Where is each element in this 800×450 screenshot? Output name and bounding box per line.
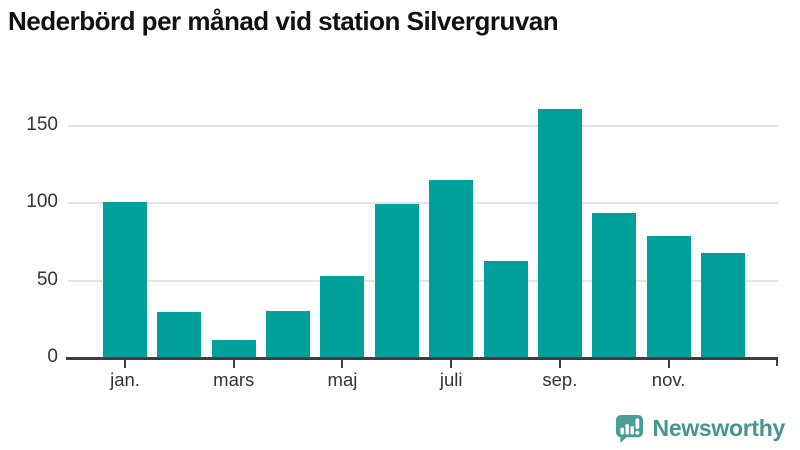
gridline-150 [68,124,778,127]
y-tick-label-50: 50 [36,268,58,290]
x-tick-label-juli: juli [439,369,463,390]
bar-juli [429,180,474,357]
x-tick-label-mars: mars [213,369,255,390]
gridline-100 [68,202,778,204]
brand-name: Newsworthy [652,415,786,441]
newsworthy-chart-bubble-icon [615,414,643,444]
bar-aug. [483,260,528,357]
bar-juni [374,203,419,357]
bar-okt. [592,212,637,357]
chart-title: Nederbörd per månad vid station Silvergr… [8,6,559,36]
x-tick-nov. [667,360,670,368]
x-tick-sep. [558,360,561,368]
x-tick-juli [450,360,453,368]
gridline-50 [68,279,778,282]
x-tick-mars [232,360,235,368]
x-tick-label-maj: maj [327,369,358,390]
bar-feb. [157,312,202,357]
bar-maj [320,276,365,357]
newsworthy-logo-link[interactable]: Newsworthy [614,413,785,444]
bar-nov. [646,236,691,357]
bar-sep. [537,109,582,357]
x-tick-jan. [124,360,126,368]
bar-jan. [103,202,147,357]
y-tick-label-100: 100 [26,191,58,212]
x-tick-maj [341,360,344,368]
y-tick-label-0: 0 [47,346,58,367]
x-tick-label-nov.: nov. [651,369,686,390]
x-tick-label-sep.: sep. [542,369,578,390]
x-tick-label-jan.: jan. [110,369,140,390]
bar-mars [211,339,256,357]
x-axis-end-tick [775,357,778,366]
bar-dec. [700,253,745,357]
y-tick-label-150: 150 [26,113,58,135]
x-axis-line [66,357,778,360]
bar-apr. [266,310,311,357]
